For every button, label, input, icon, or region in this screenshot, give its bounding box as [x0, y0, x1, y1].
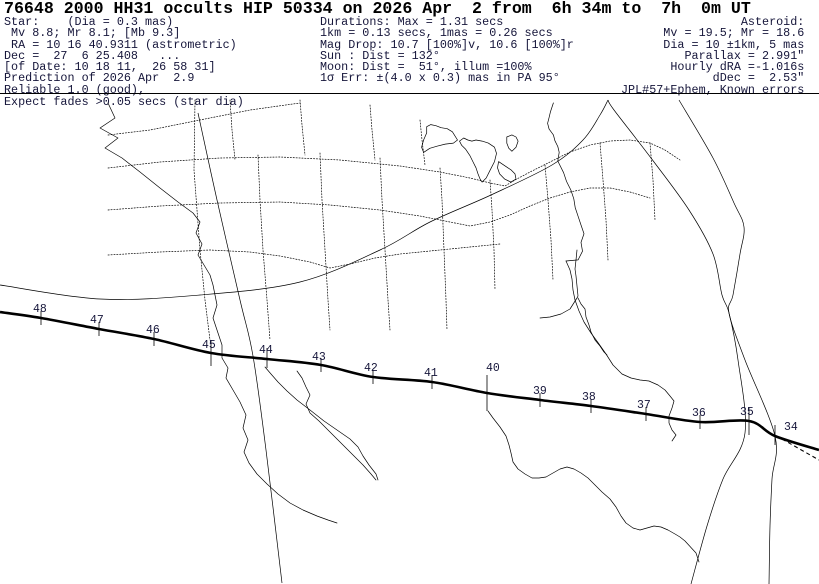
svg-text:34: 34 [784, 421, 798, 434]
svg-text:38: 38 [582, 391, 596, 404]
svg-text:37: 37 [637, 399, 651, 412]
svg-text:45: 45 [202, 339, 216, 352]
svg-text:39: 39 [533, 385, 547, 398]
svg-text:44: 44 [259, 344, 273, 357]
svg-text:36: 36 [692, 407, 706, 420]
svg-text:48: 48 [33, 303, 47, 316]
svg-text:42: 42 [364, 362, 378, 375]
svg-text:35: 35 [740, 406, 754, 419]
svg-text:43: 43 [312, 351, 326, 364]
svg-text:40: 40 [486, 362, 500, 375]
svg-text:47: 47 [90, 314, 104, 327]
svg-text:41: 41 [424, 367, 438, 380]
svg-text:46: 46 [146, 324, 160, 337]
